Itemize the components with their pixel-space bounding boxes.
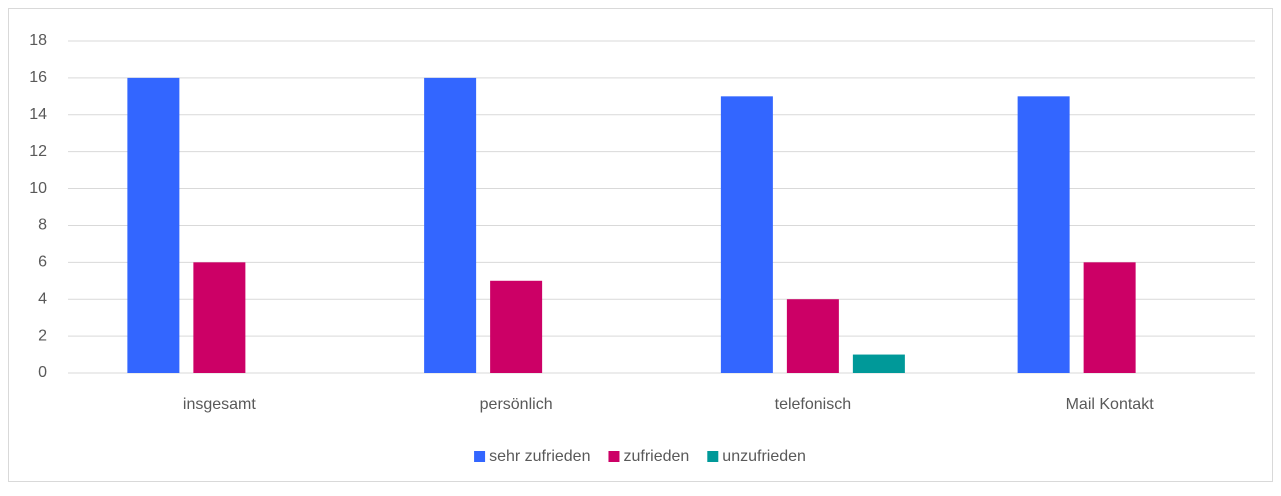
bar xyxy=(786,299,839,373)
bar xyxy=(490,280,543,373)
y-tick-label: 6 xyxy=(38,254,47,271)
y-tick-label: 16 xyxy=(29,69,47,86)
bar xyxy=(720,96,773,373)
y-tick-label: 18 xyxy=(29,32,47,49)
bar xyxy=(424,77,477,373)
x-tick-label: insgesamt xyxy=(183,396,256,413)
y-tick-label: 0 xyxy=(38,364,47,381)
legend-label: sehr zufrieden xyxy=(489,448,590,465)
y-tick-label: 4 xyxy=(38,290,47,307)
legend-swatch xyxy=(474,451,486,462)
x-tick-label: Mail Kontakt xyxy=(1066,396,1155,413)
y-tick-label: 14 xyxy=(29,106,47,123)
legend-swatch xyxy=(707,451,719,462)
bar xyxy=(1017,96,1070,373)
x-tick-label: persönlich xyxy=(480,396,553,413)
bar xyxy=(127,77,180,373)
y-tick-label: 10 xyxy=(29,180,47,197)
legend-label: unzufrieden xyxy=(722,448,806,465)
legend-swatch xyxy=(608,451,620,462)
y-tick-label: 8 xyxy=(38,217,47,234)
bar xyxy=(193,262,246,373)
legend-label: zufrieden xyxy=(623,448,689,465)
y-tick-label: 2 xyxy=(38,327,47,344)
y-tick-label: 12 xyxy=(29,143,47,160)
x-tick-label: telefonisch xyxy=(775,396,852,413)
bar xyxy=(1083,262,1136,373)
bar xyxy=(852,354,905,373)
